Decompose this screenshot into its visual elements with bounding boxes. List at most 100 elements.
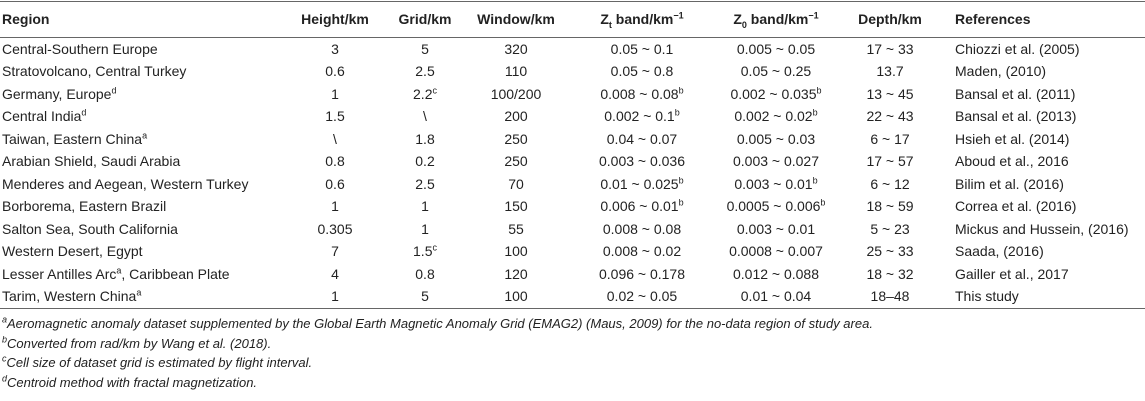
text: 6 ~ 17 [870, 130, 910, 147]
supscript: a [136, 287, 142, 298]
text: Central India [2, 108, 82, 125]
text: 0.008 ~ 0.02 [602, 243, 682, 260]
text: 1.8 [415, 130, 435, 147]
table-cell: Central Indiad [2, 106, 86, 126]
supscript: d [81, 107, 87, 118]
table-cell: 1 [325, 196, 525, 216]
footnote: aAeromagnetic anomaly dataset supplement… [2, 315, 873, 333]
text: 4 [331, 265, 339, 282]
text: 18–48 [870, 287, 910, 304]
table-cell: 5 [325, 39, 525, 59]
text: , Caribbean Plate [121, 265, 230, 282]
footnote: dCentroid method with fractal magnetizat… [2, 374, 257, 392]
table-cell: Correa et al. (2016) [955, 196, 1076, 216]
text: 18 ~ 32 [866, 265, 914, 282]
subscript: t [608, 19, 612, 30]
text: Borborema, Eastern Brazil [2, 198, 167, 215]
table-cell: 0.2 [325, 151, 525, 171]
table-cell: Lesser Antilles Arca, Caribbean Plate [2, 264, 230, 284]
supscript: b [678, 197, 684, 208]
subscript: 0 [741, 19, 747, 30]
table-cell: 0.6 [235, 61, 435, 81]
table-cell: 0.008 ~ 0.08b [542, 84, 742, 104]
table-cell: 0.04 ~ 0.07 [542, 129, 742, 149]
text: band/km [746, 11, 809, 27]
supscript: b [2, 334, 8, 345]
supscript: a [142, 130, 148, 141]
table-cell: 0.006 ~ 0.01b [542, 196, 742, 216]
supscript: b [678, 175, 684, 186]
text: 0.05 ~ 0.1 [610, 41, 674, 57]
table-cell: Taiwan, Eastern Chinaa [2, 129, 147, 149]
text: 0.8 [415, 265, 435, 282]
text: Taiwan, Eastern China [2, 130, 143, 147]
text: Stratovolcano, Central Turkey [2, 63, 187, 80]
text: Gailler et al., 2017 [955, 265, 1069, 282]
table-cell: 110 [416, 61, 616, 81]
table-cell: Chiozzi et al. (2005) [955, 39, 1080, 59]
table-cell: 2.5 [325, 174, 525, 194]
table-cell: 0.096 ~ 0.178 [542, 264, 742, 284]
text: Correa et al. (2016) [955, 198, 1077, 215]
text: 0.04 ~ 0.07 [606, 130, 678, 147]
header-rule [0, 37, 1145, 38]
table-cell: 1.8 [325, 129, 525, 149]
table-cell: 1 [235, 84, 435, 104]
table-cell: 0.008 ~ 0.08 [542, 219, 742, 239]
table-cell: 18 ~ 32 [790, 264, 990, 284]
table-cell: 1 [235, 286, 435, 306]
text: 0.02 ~ 0.05 [606, 287, 678, 304]
table-cell: 0.003 ~ 0.01 [676, 219, 876, 239]
table-cell: Bansal et al. (2013) [955, 106, 1076, 126]
text: 5 [421, 41, 429, 57]
table-cell: 17 ~ 33 [790, 39, 990, 59]
supscript: d [111, 85, 117, 96]
table-cell: 0.003 ~ 0.036 [542, 151, 742, 171]
supscript: d [2, 373, 8, 384]
text: 0.05 ~ 0.25 [740, 63, 812, 80]
text: 6 ~ 12 [870, 175, 910, 192]
table-cell: 5 ~ 23 [790, 219, 990, 239]
text: Z [733, 11, 742, 27]
text: 7 [331, 243, 339, 260]
table-cell: 150 [416, 196, 616, 216]
text: Hsieh et al. (2014) [955, 130, 1070, 147]
supscript: b [678, 85, 684, 96]
table-cell: 100 [416, 286, 616, 306]
table-cell: Western Desert, Egypt [2, 241, 143, 261]
footnote: bConverted from rad/km by Wang et al. (2… [2, 335, 271, 353]
text: 0.305 [317, 220, 353, 237]
text: 320 [504, 41, 528, 57]
table-cell: 1 [235, 196, 435, 216]
text: Central-Southern Europe [2, 41, 158, 57]
table-cell: 6 ~ 12 [790, 174, 990, 194]
supscript: −1 [808, 10, 819, 21]
supscript: a [116, 264, 122, 275]
text: Z [600, 11, 609, 27]
table-cell: 2.2c [325, 84, 525, 104]
text: band/km [611, 11, 674, 27]
text: 18 ~ 59 [866, 198, 914, 215]
text: 0.002 ~ 0.02 [734, 108, 813, 125]
table-cell: 0.003 ~ 0.027 [676, 151, 876, 171]
table-cell: 7 [235, 241, 435, 261]
table-cell: 320 [416, 39, 616, 59]
table-cell: 13 ~ 45 [790, 84, 990, 104]
text: 1.5 [325, 108, 345, 125]
text: Height/km [301, 11, 369, 27]
table-cell: Maden, (2010) [955, 61, 1046, 81]
table-cell: 4 [235, 264, 435, 284]
header-cell: Region [2, 9, 49, 29]
supscript: b [816, 85, 822, 96]
table-cell: \ [325, 106, 525, 126]
text: Germany, Europe [2, 85, 112, 102]
text: Bansal et al. (2011) [955, 85, 1076, 102]
table-cell: Menderes and Aegean, Western Turkey [2, 174, 248, 194]
text: 0.006 ~ 0.01 [600, 198, 679, 215]
text: 0.003 ~ 0.01 [736, 220, 816, 237]
text: 1.5 [413, 243, 433, 260]
table-cell: 3 [235, 39, 435, 59]
text: Salton Sea, South California [2, 220, 178, 237]
text: 55 [508, 220, 524, 237]
table-cell: 0.305 [235, 219, 435, 239]
